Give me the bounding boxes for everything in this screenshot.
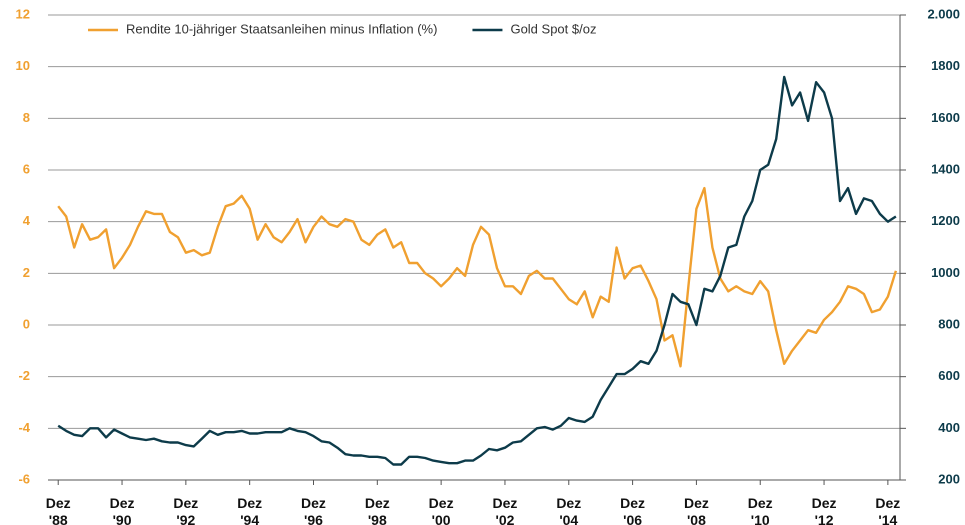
x-tick-label-line: '06 <box>623 512 642 525</box>
x-tick-label: Dez '92 <box>173 495 198 525</box>
legend-label: Gold Spot $/oz <box>510 21 596 36</box>
x-tick-label-line: '04 <box>559 512 578 525</box>
x-tick-label-line: '90 <box>113 512 132 525</box>
x-tick-label-line: '94 <box>240 512 259 525</box>
x-tick-label-line: Dez <box>429 495 454 511</box>
y2-tick-label: 800 <box>938 316 960 331</box>
x-tick-label-line: Dez <box>556 495 581 511</box>
y-tick-label: -6 <box>18 471 30 486</box>
y-tick-label: 12 <box>16 6 30 21</box>
x-tick-label-line: '14 <box>878 512 897 525</box>
x-tick-label-line: Dez <box>301 495 326 511</box>
y-tick-label: -4 <box>18 420 30 435</box>
y-tick-label: 6 <box>23 161 30 176</box>
x-tick-label: Dez '88 <box>46 495 71 525</box>
x-tick-label: Dez '02 <box>492 495 517 525</box>
y2-tick-label: 200 <box>938 471 960 486</box>
y2-tick-label: 2.000 <box>927 6 960 21</box>
x-tick-label-line: '08 <box>687 512 706 525</box>
y2-tick-label: 1000 <box>931 265 960 280</box>
x-tick-label-line: '10 <box>751 512 770 525</box>
x-tick-label-line: '96 <box>304 512 323 525</box>
y2-tick-label: 600 <box>938 368 960 383</box>
x-tick-label-line: '92 <box>176 512 195 525</box>
x-tick-label: Dez '90 <box>110 495 135 525</box>
x-tick-label: Dez '96 <box>301 495 326 525</box>
x-tick-label-line: Dez <box>173 495 198 511</box>
x-tick-label: Dez '94 <box>237 495 262 525</box>
x-tick-label: Dez '10 <box>748 495 773 525</box>
x-tick-label: Dez '06 <box>620 495 645 525</box>
x-tick-label-line: Dez <box>365 495 390 511</box>
x-tick-label-line: Dez <box>492 495 517 511</box>
x-tick-label-line: Dez <box>748 495 773 511</box>
x-tick-label: Dez '98 <box>365 495 390 525</box>
x-tick-label: Dez '12 <box>812 495 837 525</box>
x-tick-label: Dez '00 <box>429 495 454 525</box>
y-tick-label: 4 <box>23 213 31 228</box>
y2-tick-label: 1200 <box>931 213 960 228</box>
x-tick-label-line: Dez <box>684 495 709 511</box>
x-tick-label-line: '02 <box>495 512 514 525</box>
y-tick-label: 8 <box>23 110 30 125</box>
x-tick-label: Dez '14 <box>875 495 900 525</box>
x-tick-label-line: Dez <box>875 495 900 511</box>
series-line <box>57 186 898 368</box>
x-tick-label-line: '88 <box>49 512 68 525</box>
y2-tick-label: 1600 <box>931 110 960 125</box>
x-tick-label-line: Dez <box>46 495 71 511</box>
series-line <box>57 75 897 466</box>
x-tick-label-line: Dez <box>237 495 262 511</box>
x-tick-label-line: '00 <box>432 512 451 525</box>
legend-label: Rendite 10-jähriger Staatsanleihen minus… <box>126 21 437 36</box>
x-tick-label: Dez '04 <box>556 495 581 525</box>
y-tick-label: 2 <box>23 265 30 280</box>
x-tick-label-line: Dez <box>110 495 135 511</box>
y-tick-label: -2 <box>18 368 30 383</box>
y2-tick-label: 400 <box>938 420 960 435</box>
x-tick-label-line: '12 <box>815 512 834 525</box>
y2-tick-label: 1800 <box>931 58 960 73</box>
x-tick-label: Dez '08 <box>684 495 709 525</box>
y-tick-label: 0 <box>23 316 30 331</box>
y-tick-label: 10 <box>16 58 30 73</box>
x-tick-label-line: '98 <box>368 512 387 525</box>
x-tick-label-line: Dez <box>620 495 645 511</box>
y2-tick-label: 1400 <box>931 161 960 176</box>
x-tick-label-line: Dez <box>812 495 837 511</box>
